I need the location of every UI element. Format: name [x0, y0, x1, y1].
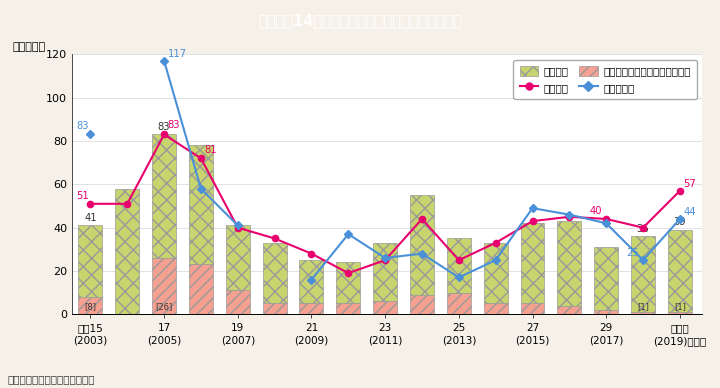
Text: 83: 83 — [158, 122, 171, 132]
Bar — [300, 260, 323, 303]
Bar — [226, 225, 250, 291]
Bar — [373, 301, 397, 314]
Text: [1]: [1] — [674, 302, 686, 311]
Text: （件、人）: （件、人） — [12, 42, 45, 52]
Text: 81: 81 — [204, 145, 217, 155]
Bar — [594, 310, 618, 314]
Text: 39: 39 — [674, 217, 686, 227]
Text: 51: 51 — [76, 191, 89, 201]
Text: Ｉ－６－14図　人身取引事犯の検挙状況等の推移: Ｉ－６－14図 人身取引事犯の検挙状況等の推移 — [258, 13, 462, 28]
Text: [1]: [1] — [637, 302, 649, 311]
Bar — [263, 303, 287, 314]
Bar — [631, 312, 655, 314]
Text: 117: 117 — [168, 48, 187, 59]
Bar — [115, 189, 139, 314]
Bar — [447, 293, 471, 314]
Bar — [668, 312, 692, 314]
Bar — [263, 243, 287, 303]
Text: （備考）警察庁資料より作成。: （備考）警察庁資料より作成。 — [7, 374, 95, 384]
Bar — [78, 225, 102, 297]
Bar — [484, 243, 508, 303]
Bar — [78, 297, 102, 314]
Bar — [336, 303, 360, 314]
Bar — [189, 145, 213, 265]
Bar — [226, 291, 250, 314]
Text: 83: 83 — [76, 121, 89, 131]
Bar — [152, 258, 176, 314]
Bar — [189, 265, 213, 314]
Text: [8]: [8] — [84, 302, 96, 311]
Bar — [410, 295, 434, 314]
Bar — [631, 236, 655, 312]
Bar — [300, 303, 323, 314]
Bar — [447, 239, 471, 293]
Text: 83: 83 — [168, 120, 180, 130]
Bar — [521, 303, 544, 314]
Bar — [152, 135, 176, 258]
Bar — [521, 223, 544, 303]
Text: 44: 44 — [683, 207, 696, 217]
Legend: 検挙人員, 検挙件数, 検挙人員（うちブローカー数）, 被害者総数: 検挙人員, 検挙件数, 検挙人員（うちブローカー数）, 被害者総数 — [513, 59, 697, 99]
Text: 25: 25 — [626, 248, 639, 258]
Bar — [410, 195, 434, 295]
Bar — [557, 221, 581, 306]
Bar — [557, 306, 581, 314]
Text: 36: 36 — [636, 224, 649, 234]
Text: 40: 40 — [590, 206, 603, 216]
Bar — [373, 243, 397, 301]
Text: 41: 41 — [84, 213, 96, 223]
Bar — [484, 303, 508, 314]
Bar — [594, 247, 618, 310]
Text: [26]: [26] — [156, 302, 173, 311]
Bar — [336, 262, 360, 303]
Bar — [668, 230, 692, 312]
Text: 57: 57 — [683, 178, 696, 189]
